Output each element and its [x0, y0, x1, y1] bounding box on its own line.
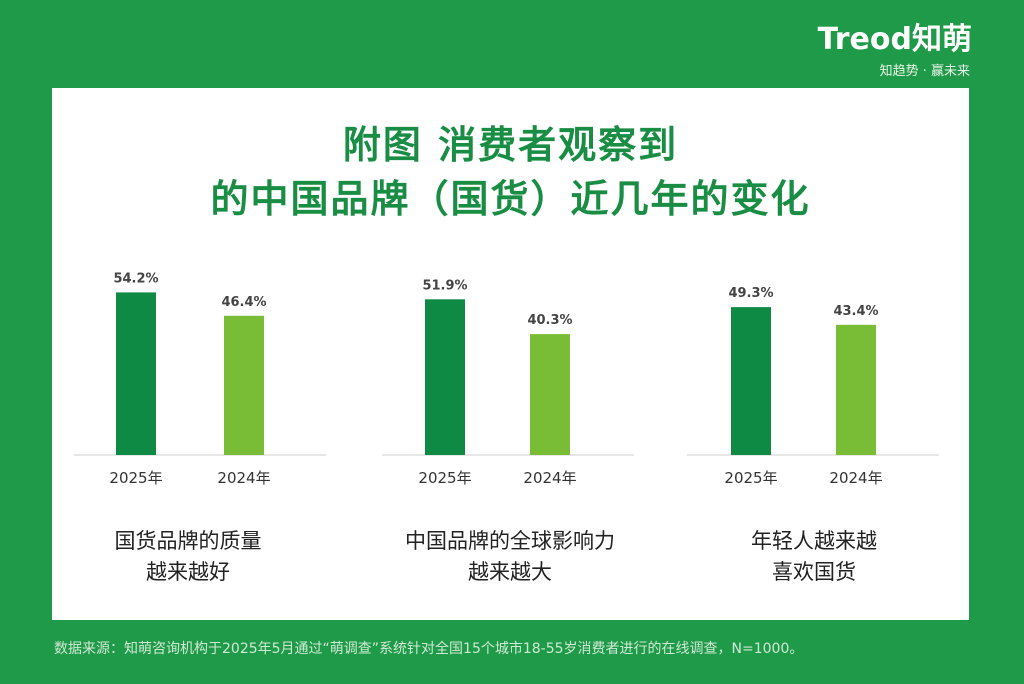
data-label: 40.3% [527, 313, 572, 328]
bar-2025 [116, 292, 156, 455]
title-line-2: 的中国品牌（国货）近几年的变化 [210, 177, 811, 221]
bar-2024 [530, 334, 570, 455]
chart-caption: 年轻人越来越 [751, 529, 877, 553]
chart-caption: 中国品牌的全球影响力 [405, 529, 615, 553]
tick-label: 2025年 [418, 469, 471, 487]
data-label: 51.9% [422, 278, 467, 293]
title-line-1: 附图 消费者观察到 [342, 123, 679, 167]
data-label: 46.4% [221, 295, 266, 310]
tick-label: 2025年 [109, 469, 162, 487]
bar-2024 [224, 315, 264, 455]
tick-label: 2024年 [217, 469, 270, 487]
brand-tagline: 知趋势 · 赢未来 [879, 64, 970, 79]
chart-caption: 越来越好 [146, 560, 230, 584]
bar-2024 [836, 324, 876, 455]
brand-block: Treod知萌 知趋势 · 赢未来 [812, 14, 972, 79]
chart-panel: 附图 消费者观察到 的中国品牌（国货）近几年的变化 54.2% 2025年 46.4… [52, 88, 969, 620]
data-label: 54.2% [113, 271, 158, 286]
tick-label: 2025年 [724, 469, 777, 487]
bar-2025 [425, 299, 465, 455]
brand-logo: Treod知萌 [817, 22, 972, 57]
chart-caption: 国货品牌的质量 [115, 529, 262, 553]
chart-caption: 喜欢国货 [772, 560, 856, 584]
chart-title: 附图 消费者观察到 的中国品牌（国货）近几年的变化 [52, 118, 969, 226]
bar-2025 [731, 307, 771, 455]
tick-label: 2024年 [829, 469, 882, 487]
data-source-note: 数据来源：知萌咨询机构于2025年5月通过“萌调查”系统针对全国15个城市18-… [54, 641, 804, 657]
data-label: 43.4% [833, 304, 878, 319]
data-label: 49.3% [728, 286, 773, 301]
tick-label: 2024年 [523, 469, 576, 487]
chart-caption: 越来越大 [468, 560, 552, 584]
